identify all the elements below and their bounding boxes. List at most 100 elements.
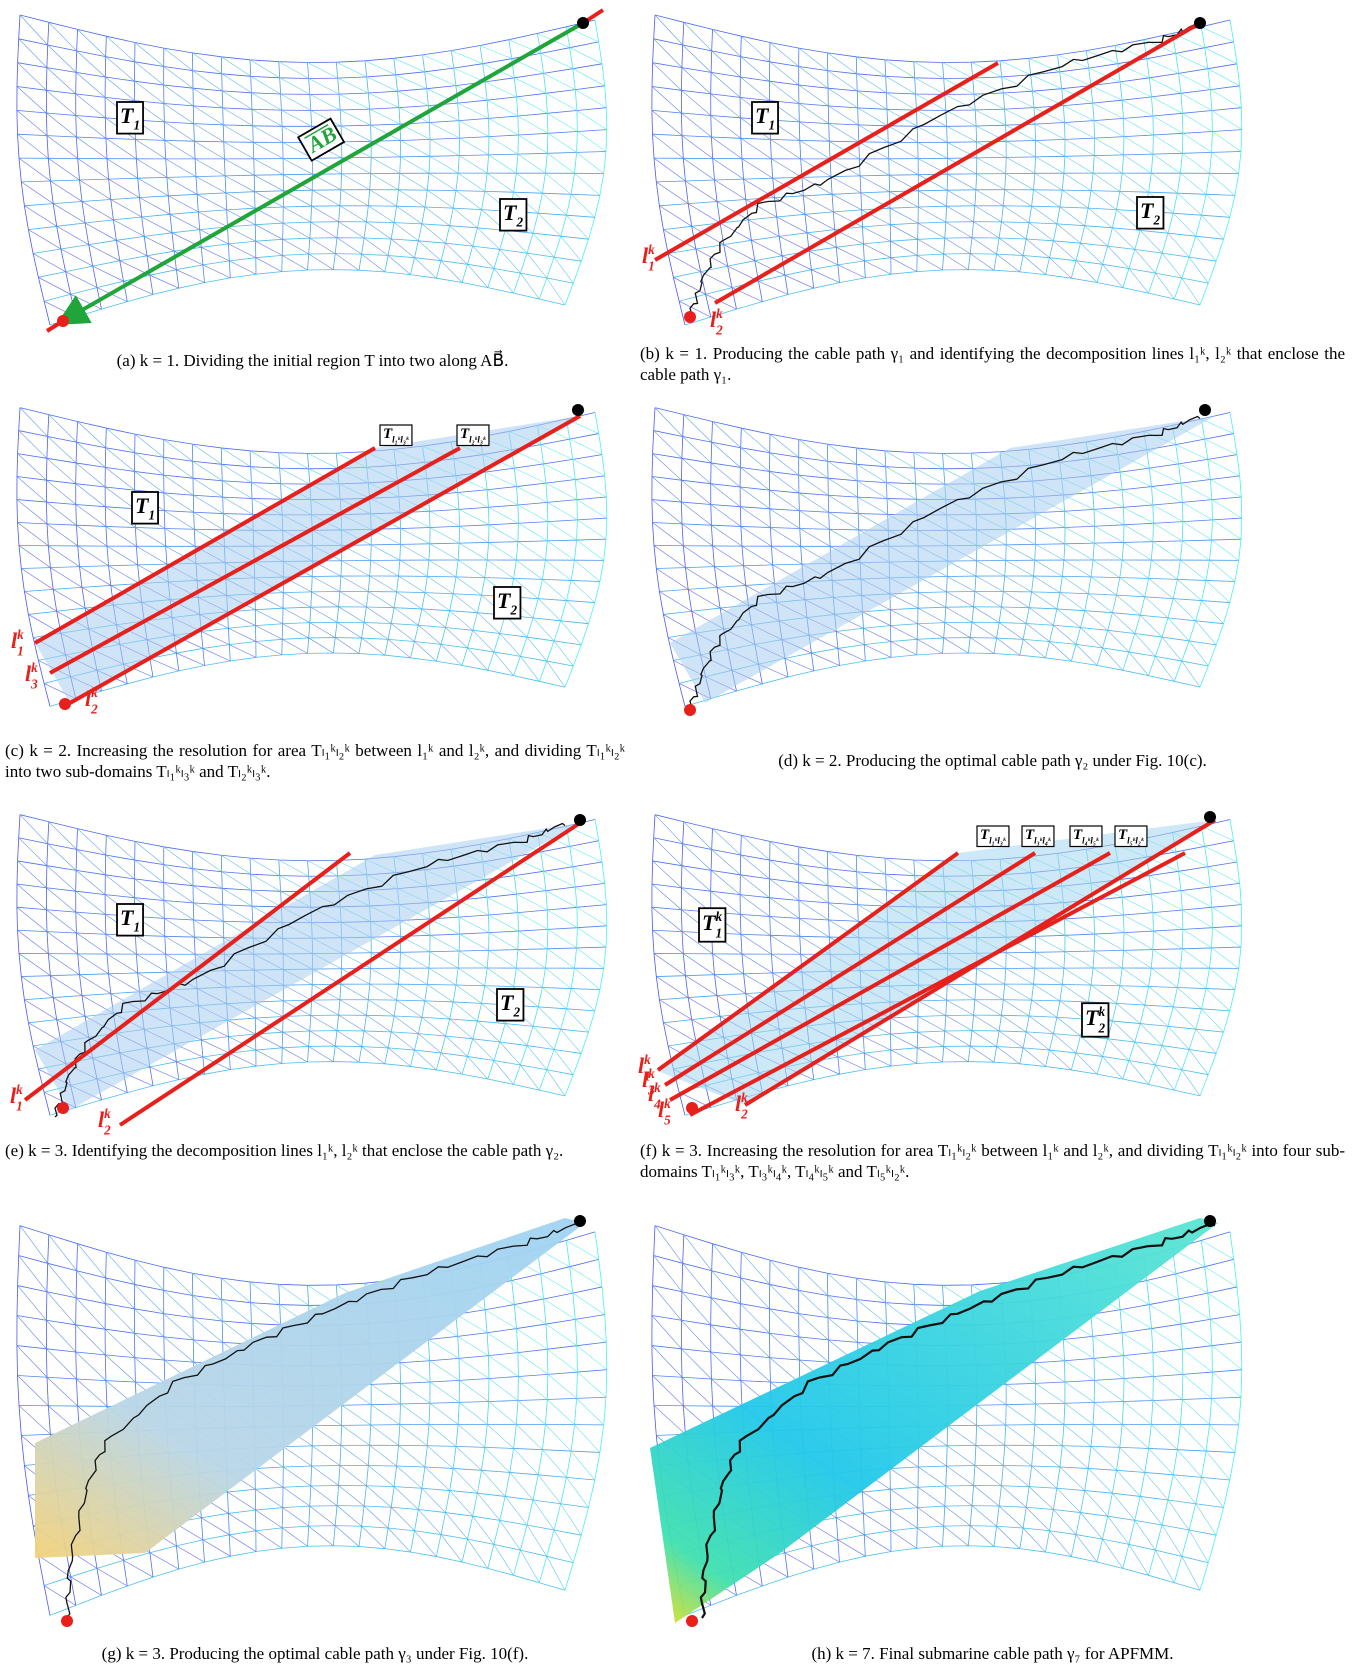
label: lk2	[735, 1090, 748, 1122]
mesh-diagonal	[28, 230, 153, 295]
label: lk3	[25, 660, 38, 692]
mesh-line	[1174, 419, 1212, 681]
label-sub: 1	[715, 926, 722, 941]
label-sub: 2	[103, 1123, 111, 1138]
panel	[17, 1215, 607, 1627]
label-sup: k	[654, 1080, 661, 1095]
label-sup: k	[648, 1066, 655, 1081]
direction-line	[63, 23, 583, 321]
label-sup: k	[1098, 1004, 1105, 1019]
mesh-diagonal	[49, 22, 411, 274]
label-sup: k	[91, 685, 98, 700]
mesh-diagonal	[423, 55, 607, 152]
figure: T1T2ABT1T2lk1lk2T1T2Tl₁ᵏl₃ᵏTl₂ᵏl₃ᵏlk1lk3…	[0, 0, 1353, 1668]
end-point	[61, 1615, 73, 1627]
mesh-diagonal	[279, 62, 581, 262]
end-point	[684, 704, 696, 716]
label-sub: l₃ᵏl₄ᵏ	[1034, 836, 1051, 846]
label-sub: 2	[740, 1107, 748, 1122]
end-point	[57, 315, 69, 327]
end-point	[57, 1102, 69, 1114]
label: lk2	[710, 306, 723, 338]
mesh-diagonal	[451, 51, 607, 130]
caption: (h) k = 7. Final submarine cable path γ₇…	[640, 1643, 1345, 1664]
start-point	[1199, 404, 1211, 416]
mesh-diagonal	[17, 110, 282, 271]
label-sub: l₂ᵏl₃ᵏ	[469, 435, 486, 445]
caption: (a) k = 1. Dividing the initial region T…	[5, 350, 620, 371]
mesh-line	[1174, 826, 1212, 1090]
label-sub: 2	[1152, 213, 1160, 228]
caption: (e) k = 3. Identifying the decomposition…	[5, 1140, 630, 1161]
end-point	[686, 1102, 698, 1114]
label-sub: 1	[648, 259, 655, 274]
label-sub: l₁ᵏl₃ᵏ	[989, 836, 1006, 846]
start-point	[572, 404, 584, 416]
label-sup: k	[716, 306, 723, 321]
mesh-line	[1174, 1240, 1212, 1582]
mesh-diagonal	[566, 1240, 598, 1259]
label-sup: k	[648, 242, 655, 257]
label-sub: 1	[133, 118, 140, 133]
label-sub: 1	[133, 920, 140, 935]
mesh-diagonal	[1201, 1240, 1233, 1259]
label-sub: 2	[90, 702, 98, 717]
label-sub: 2	[1097, 1021, 1105, 1036]
label-sub: 1	[17, 644, 24, 659]
mesh-diagonal	[509, 40, 605, 86]
mesh-line	[539, 826, 577, 1090]
mesh-line	[17, 815, 50, 1116]
panel	[650, 1215, 1242, 1627]
panel: Tk1Tk2Tl₁ᵏl₃ᵏTl₃ᵏl₄ᵏTl₄ᵏl₅ᵏTl₅ᵏl₂ᵏlk1lk3…	[638, 811, 1242, 1128]
mesh-line	[44, 254, 573, 302]
mesh-diagonal	[668, 254, 762, 302]
label-sub: 2	[512, 1005, 520, 1020]
mesh-line	[539, 27, 577, 299]
label-sup: k	[31, 660, 38, 675]
end-point	[684, 311, 696, 323]
label-sub: 3	[30, 677, 38, 692]
start-point	[574, 814, 586, 826]
mesh-diagonal	[1201, 27, 1233, 42]
label-sup: k	[664, 1096, 671, 1111]
panel: T1T2AB	[17, 10, 607, 331]
caption: (c) k = 2. Increasing the resolution for…	[5, 740, 625, 782]
start-point	[574, 1215, 586, 1227]
refined-area	[35, 823, 580, 1110]
refined-area	[35, 416, 580, 703]
mesh-diagonal	[659, 206, 813, 288]
label-sub: 1	[148, 508, 155, 523]
label: lk1	[10, 1082, 23, 1114]
refined-area	[670, 416, 1215, 703]
start-point	[1194, 17, 1206, 29]
label-sup: k	[17, 627, 24, 642]
start-point	[1204, 811, 1216, 823]
refined-area	[650, 1218, 1218, 1623]
label-sup: k	[644, 1052, 651, 1067]
start-point	[1204, 1215, 1216, 1227]
mesh-diagonal	[684, 22, 1046, 274]
label-sub: 2	[515, 215, 523, 230]
label-sub: 1	[16, 1099, 23, 1114]
mesh-diagonal	[828, 53, 1175, 299]
caption: (f) k = 3. Increasing the resolution for…	[640, 1140, 1345, 1182]
end-point	[686, 1615, 698, 1627]
label-sup: k	[16, 1082, 23, 1097]
caption: (b) k = 1. Producing the cable path γ₁ a…	[640, 343, 1345, 385]
label: lk2	[85, 685, 98, 717]
mesh-diagonal	[250, 60, 573, 283]
panel: T1T2Tl₁ᵏl₃ᵏTl₂ᵏl₃ᵏlk1lk3lk2	[11, 404, 607, 717]
label-sub: l₁ᵏl₃ᵏ	[392, 435, 409, 445]
mesh-diagonal	[1201, 826, 1233, 841]
mesh-diagonal	[308, 63, 589, 240]
mesh-line	[1200, 1232, 1242, 1590]
mesh-diagonal	[1086, 51, 1242, 130]
mesh-line	[539, 419, 577, 681]
figure-panels: T1T2ABT1T2lk1lk2T1T2Tl₁ᵏl₃ᵏTl₂ᵏl₃ᵏlk1lk3…	[0, 0, 1353, 1668]
label-sup: k	[104, 1106, 111, 1121]
label: lk1	[11, 627, 24, 659]
mesh-line	[50, 1546, 565, 1616]
mesh-diagonal	[24, 206, 178, 288]
label-sub: l₄ᵏl₅ᵏ	[1082, 836, 1099, 846]
